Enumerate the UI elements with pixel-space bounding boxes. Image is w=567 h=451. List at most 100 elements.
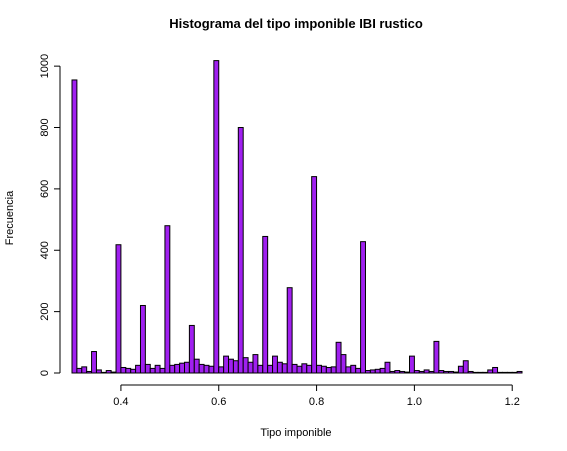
histogram-bar xyxy=(355,367,362,374)
chart-title: Histograma del tipo imponible IBI rustic… xyxy=(169,16,423,31)
histogram-bar xyxy=(369,369,376,374)
histogram-bar xyxy=(242,357,249,374)
histogram-bar xyxy=(360,241,366,374)
histogram-bar xyxy=(86,370,93,374)
y-tick-label: 400 xyxy=(39,241,51,259)
histogram-bar xyxy=(325,366,332,374)
y-axis-label: Frecuencia xyxy=(4,190,16,245)
histogram-bar xyxy=(276,361,283,374)
histogram-bar xyxy=(272,355,278,374)
histogram-bar xyxy=(389,370,396,374)
histogram-bar xyxy=(110,371,117,374)
histogram-bar xyxy=(350,364,357,374)
histogram-bar xyxy=(306,364,313,374)
histogram-bar xyxy=(125,367,132,374)
histogram-bar xyxy=(482,371,489,374)
histogram-bar xyxy=(223,355,230,374)
histogram-bar xyxy=(330,366,337,374)
histogram-bar xyxy=(252,354,259,374)
bars-layer xyxy=(71,60,523,374)
histogram-bar xyxy=(91,351,97,374)
histogram-bar xyxy=(95,369,102,374)
histogram-bar xyxy=(198,363,205,374)
histogram-bar xyxy=(164,225,171,374)
histogram-bar xyxy=(301,363,308,374)
histogram-bar xyxy=(105,370,112,374)
histogram-bar xyxy=(438,370,445,374)
histogram-bar xyxy=(487,369,494,374)
histogram-bar xyxy=(257,364,264,374)
x-axis-label: Tipo imponible xyxy=(260,427,331,439)
x-tick-label: 1.2 xyxy=(505,396,520,408)
histogram-bar xyxy=(135,364,141,374)
histogram-bar xyxy=(335,341,342,374)
histogram-bar xyxy=(340,354,347,374)
histogram-bar xyxy=(267,364,274,374)
histogram-bar xyxy=(115,244,122,374)
histogram-bar xyxy=(203,364,210,374)
histogram-bar xyxy=(418,370,425,374)
histogram-bar xyxy=(228,358,234,374)
histogram-bar xyxy=(213,60,220,374)
x-tick-label: 1.0 xyxy=(407,396,422,408)
histogram-bar xyxy=(139,304,146,374)
histogram-bar xyxy=(448,370,455,374)
y-tick-label: 1000 xyxy=(39,54,51,78)
histogram-bar xyxy=(296,365,303,374)
histogram-bar xyxy=(149,367,156,374)
histogram-bar xyxy=(501,371,508,374)
histogram-bar xyxy=(379,367,386,374)
histogram-bar xyxy=(237,127,244,374)
histogram-bar xyxy=(320,365,327,374)
histogram-bar xyxy=(374,368,381,374)
histogram-bar xyxy=(71,79,78,374)
histogram-bar xyxy=(409,355,415,374)
histogram-bar xyxy=(100,371,107,374)
x-axis: 0.4 0.6 0.8 1.0 1.2 xyxy=(113,384,520,408)
histogram-bar xyxy=(316,364,322,374)
histogram-bar xyxy=(281,363,288,374)
histogram-bar xyxy=(453,371,459,374)
histogram-bar xyxy=(247,361,254,374)
histogram-bar xyxy=(188,324,195,374)
y-tick-label: 200 xyxy=(39,302,51,320)
histogram-bar xyxy=(462,360,469,374)
histogram-bar xyxy=(443,370,450,374)
histogram-bar xyxy=(120,366,127,374)
histogram-bar xyxy=(492,366,499,374)
histogram-bar xyxy=(511,371,518,374)
histogram-bar xyxy=(208,365,215,374)
histogram-bar xyxy=(472,371,479,374)
histogram-bar xyxy=(423,369,430,374)
histogram-bar xyxy=(467,370,474,374)
histogram-bar xyxy=(262,235,269,374)
histogram-bar xyxy=(291,363,298,374)
histogram-bar xyxy=(174,363,181,374)
x-tick-label: 0.8 xyxy=(309,396,324,408)
histogram-bar xyxy=(218,366,225,374)
histogram-bar xyxy=(364,370,371,374)
x-tick-label: 0.6 xyxy=(211,396,226,408)
histogram-bar xyxy=(193,358,200,374)
histogram-bar xyxy=(144,363,151,374)
x-tick-label: 0.4 xyxy=(113,396,128,408)
histogram-bar xyxy=(169,364,176,374)
histogram-bar xyxy=(477,371,484,374)
histogram-bar xyxy=(76,367,83,374)
y-tick-label: 0 xyxy=(39,370,51,376)
histogram-bar xyxy=(184,361,190,374)
histogram-bar xyxy=(404,371,410,374)
histogram-bar xyxy=(433,340,440,374)
y-tick-label: 600 xyxy=(39,180,51,198)
histogram-bar xyxy=(506,371,513,374)
histogram-bar xyxy=(457,365,464,374)
histogram-bar xyxy=(428,370,435,374)
histogram-bar xyxy=(286,287,293,374)
y-axis: 0 200 400 600 800 1000 xyxy=(39,54,61,376)
y-tick-label: 800 xyxy=(39,118,51,136)
histogram-bar xyxy=(516,370,523,374)
histogram-bar xyxy=(345,366,352,374)
histogram-bar xyxy=(399,370,406,374)
